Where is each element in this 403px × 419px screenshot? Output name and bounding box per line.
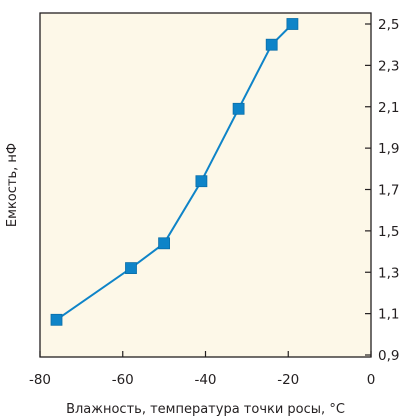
- x-tick-label: -80: [29, 372, 51, 388]
- data-point-marker: [232, 102, 245, 115]
- y-axis-label: Емкость, нФ: [5, 143, 20, 227]
- y-tick-label: 0,9: [378, 348, 399, 364]
- y-tick-label: 1,7: [378, 183, 399, 199]
- series-markers: [50, 18, 299, 326]
- data-point-marker: [125, 262, 137, 275]
- data-point-marker: [158, 237, 171, 250]
- x-axis-label: Влажность, температура точки росы, °C: [66, 402, 345, 417]
- data-point-marker: [195, 175, 208, 188]
- y-tick-label: 1,9: [378, 141, 399, 157]
- y-tick-label: 2,3: [378, 58, 399, 74]
- x-tick-label: -40: [194, 372, 216, 388]
- y-tick-label: 1,3: [378, 265, 399, 281]
- y-tick-label: 1,1: [378, 307, 399, 323]
- data-point-marker: [50, 313, 63, 326]
- data-point-marker: [265, 38, 278, 51]
- y-tick-label: 1,5: [378, 224, 399, 240]
- x-axis-ticks: -80 -60 -40 -20 0: [29, 351, 375, 388]
- y-tick-label: 2,1: [378, 100, 399, 116]
- y-axis-ticks: 0,9 1,1 1,3 1,5 1,7 1,9 2,1 2,3 2,5: [365, 17, 399, 364]
- x-tick-label: -60: [112, 372, 134, 388]
- x-tick-label: -20: [277, 372, 299, 388]
- x-tick-label: 0: [367, 372, 376, 388]
- y-tick-label: 2,5: [378, 17, 399, 33]
- data-point-marker: [286, 18, 299, 30]
